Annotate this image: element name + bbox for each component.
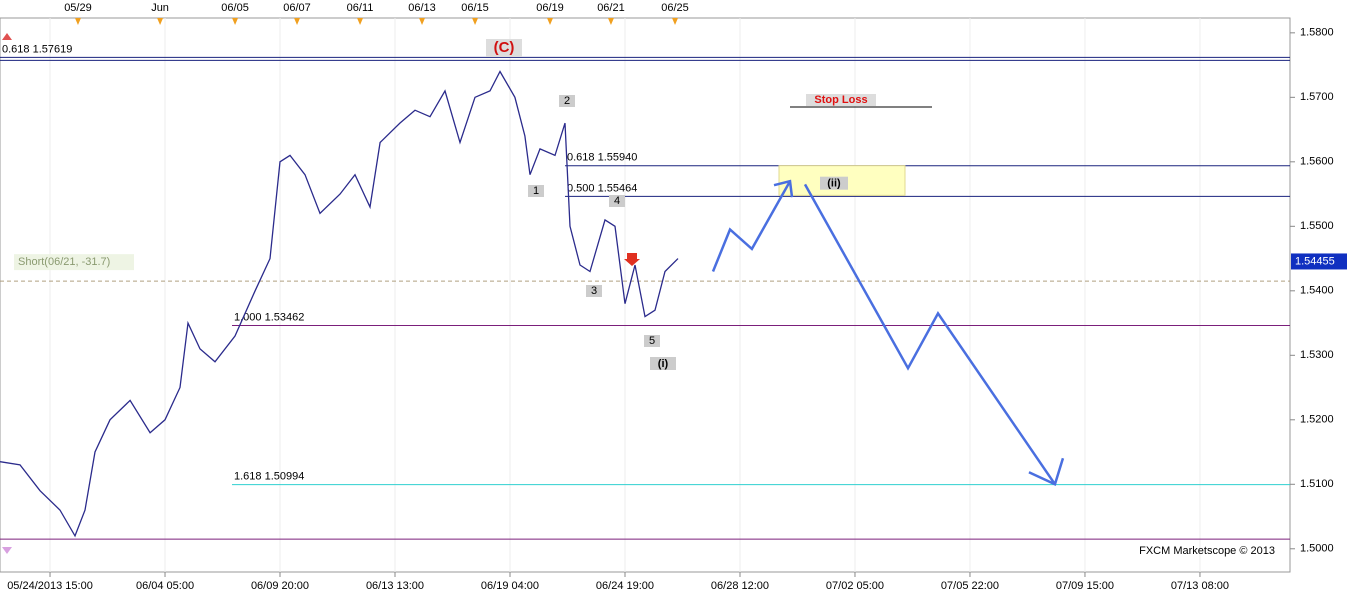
fib-ratio: 0.500 (567, 182, 595, 194)
top-tick (74, 18, 81, 25)
y-tick-label: 1.5100 (1300, 478, 1334, 490)
x-tick-label: 06/19 04:00 (481, 580, 539, 592)
wave-label: 4 (614, 195, 620, 207)
price-line (0, 70, 679, 538)
top-tick-label: 06/15 (461, 2, 489, 14)
arrow-head (1028, 457, 1065, 487)
wave-box (559, 95, 575, 107)
x-tick-label: 07/09 15:00 (1056, 580, 1114, 592)
projection-line (711, 180, 1057, 486)
wave-box (586, 285, 602, 297)
fib-ratio: 0.618 (567, 152, 595, 164)
wave-c-label: (C) (494, 39, 515, 56)
top-tick-label: 06/07 (283, 2, 311, 14)
arrow-head (773, 179, 794, 198)
x-tick-label: 05/24/2013 15:00 (7, 580, 93, 592)
top-tick (672, 18, 679, 25)
wave-box (644, 335, 660, 347)
wave-box (486, 39, 522, 57)
wave-box (528, 185, 544, 197)
wave-label: 5 (649, 335, 655, 347)
top-tick-label: 06/13 (408, 2, 436, 14)
x-tick-label: 06/09 20:00 (251, 580, 309, 592)
top-tick-label: Jun (151, 2, 169, 14)
y-tick-label: 1.5500 (1300, 220, 1334, 232)
x-tick-label: 07/13 08:00 (1171, 580, 1229, 592)
fib-price: 1.53462 (265, 311, 305, 323)
top-tick-label: 06/21 (597, 2, 625, 14)
top-tick-label: 06/19 (536, 2, 564, 14)
top-tick-label: 06/25 (661, 2, 689, 14)
fib-price: 1.50994 (265, 471, 305, 483)
wave-box (609, 195, 625, 207)
wave-label: 1 (533, 185, 539, 197)
fib-ratio: 1.000 (234, 311, 262, 323)
top-tick-label: 05/29 (64, 2, 92, 14)
stop-loss-label: Stop Loss (814, 94, 867, 106)
stop-loss-box (806, 94, 876, 107)
top-tick (232, 18, 239, 25)
y-tick-label: 1.5600 (1300, 156, 1334, 168)
fib-label: 1.000 1.53462 (234, 311, 304, 323)
wave-label: (i) (658, 358, 669, 370)
top-tick (157, 18, 164, 25)
top-tick-label: 06/11 (347, 2, 374, 14)
y-tick-label: 1.5800 (1300, 27, 1334, 39)
wave-label: 3 (591, 285, 597, 297)
wave-label: 2 (564, 95, 570, 107)
x-tick-label: 06/04 05:00 (136, 580, 194, 592)
short-label: Short(06/21, -31.7) (18, 256, 110, 268)
fib-label: 1.618 1.50994 (234, 471, 304, 483)
fib-price: 1.55464 (598, 182, 638, 194)
wave-box (650, 357, 676, 370)
top-tick (472, 18, 479, 25)
x-tick-label: 06/24 19:00 (596, 580, 654, 592)
fib-ratio: 0.618 (2, 43, 30, 55)
credit: FXCM Marketscope © 2013 (1139, 545, 1275, 557)
fib-ratio: 1.618 (234, 471, 262, 483)
x-tick-label: 06/13 13:00 (366, 580, 424, 592)
top-tick (294, 18, 301, 25)
fib-label: 0.500 1.55464 (567, 182, 637, 194)
x-tick-label: 06/28 12:00 (711, 580, 769, 592)
last-price: 1.54455 (1295, 255, 1335, 267)
marker-icon (2, 547, 12, 554)
sell-arrow (624, 253, 640, 266)
x-tick-label: 07/05 22:00 (941, 580, 999, 592)
top-tick (547, 18, 554, 25)
y-tick-label: 1.5000 (1300, 543, 1334, 555)
short-box (14, 254, 134, 271)
y-tick-label: 1.5200 (1300, 414, 1334, 426)
fib-label: 0.618 1.57619 (2, 43, 72, 55)
top-tick (607, 18, 614, 25)
y-tick-label: 1.5400 (1300, 285, 1334, 297)
y-tick-label: 1.5300 (1300, 349, 1334, 361)
top-tick (419, 18, 426, 25)
wave-box (820, 176, 848, 190)
x-tick-label: 07/02 05:00 (826, 580, 884, 592)
fib-price: 1.57619 (33, 43, 73, 55)
fib-label: 0.618 1.55940 (567, 152, 637, 164)
wave-label: (ii) (827, 178, 841, 190)
marker-icon (2, 33, 12, 40)
y-tick-label: 1.5700 (1300, 91, 1334, 103)
plot-frame (0, 17, 1291, 573)
top-tick-label: 06/05 (221, 2, 249, 14)
top-tick (357, 18, 364, 25)
last-price-box (1291, 253, 1347, 270)
fib-price: 1.55940 (598, 152, 638, 164)
